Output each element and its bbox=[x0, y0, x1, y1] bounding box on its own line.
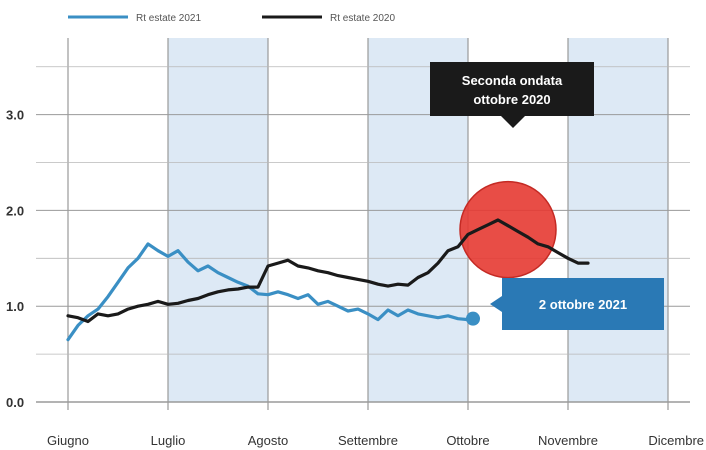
highlight-layer bbox=[459, 180, 557, 279]
y-tick-3: 3.0 bbox=[6, 108, 24, 123]
callouts: Seconda ondata ottobre 2020 2 ottobre 20… bbox=[430, 62, 664, 330]
x-tick-0: Giugno bbox=[47, 433, 89, 448]
callout-2-ottobre-2021-text: 2 ottobre 2021 bbox=[539, 297, 627, 312]
callout-seconda-ondata-line2: ottobre 2020 bbox=[473, 92, 550, 107]
x-tick-1: Luglio bbox=[151, 433, 186, 448]
x-tick-4: Ottobre bbox=[446, 433, 489, 448]
shade-band-1 bbox=[168, 38, 268, 402]
y-tick-0: 0.0 bbox=[6, 395, 24, 410]
y-axis-ticks: 0.0 1.0 2.0 3.0 bbox=[6, 108, 24, 410]
y-tick-2: 2.0 bbox=[6, 203, 24, 218]
callout-2-ottobre-2021-pointer bbox=[490, 296, 502, 312]
series-line-rt-2020 bbox=[66, 218, 590, 324]
legend: Rt estate 2021 Rt estate 2020 bbox=[68, 13, 395, 24]
callout-2-ottobre-2021-box bbox=[502, 278, 664, 330]
series-layer bbox=[66, 218, 590, 342]
seconda-ondata-highlight-circle bbox=[459, 180, 557, 279]
x-axis-ticks: Giugno Luglio Agosto Settembre Ottobre Novemb… bbox=[47, 433, 704, 448]
legend-label-rt-2020: Rt estate 2020 bbox=[330, 13, 395, 24]
callout-seconda-ondata-box bbox=[430, 62, 594, 116]
series-line-rt-2021 bbox=[66, 242, 475, 342]
y-tick-1: 1.0 bbox=[6, 299, 24, 314]
x-tick-6: Dicembre bbox=[648, 433, 704, 448]
callout-seconda-ondata-line1: Seconda ondata bbox=[462, 73, 563, 88]
marker-2-ottobre-2021 bbox=[466, 311, 480, 326]
callout-2-ottobre-2021: 2 ottobre 2021 bbox=[490, 278, 664, 330]
callout-seconda-ondata-pointer bbox=[501, 116, 525, 128]
x-tick-5: Novembre bbox=[538, 433, 598, 448]
legend-label-rt-2021: Rt estate 2021 bbox=[136, 13, 201, 24]
x-tick-3: Settembre bbox=[338, 433, 398, 448]
callout-seconda-ondata: Seconda ondata ottobre 2020 bbox=[430, 62, 594, 128]
x-tick-2: Agosto bbox=[248, 433, 288, 448]
